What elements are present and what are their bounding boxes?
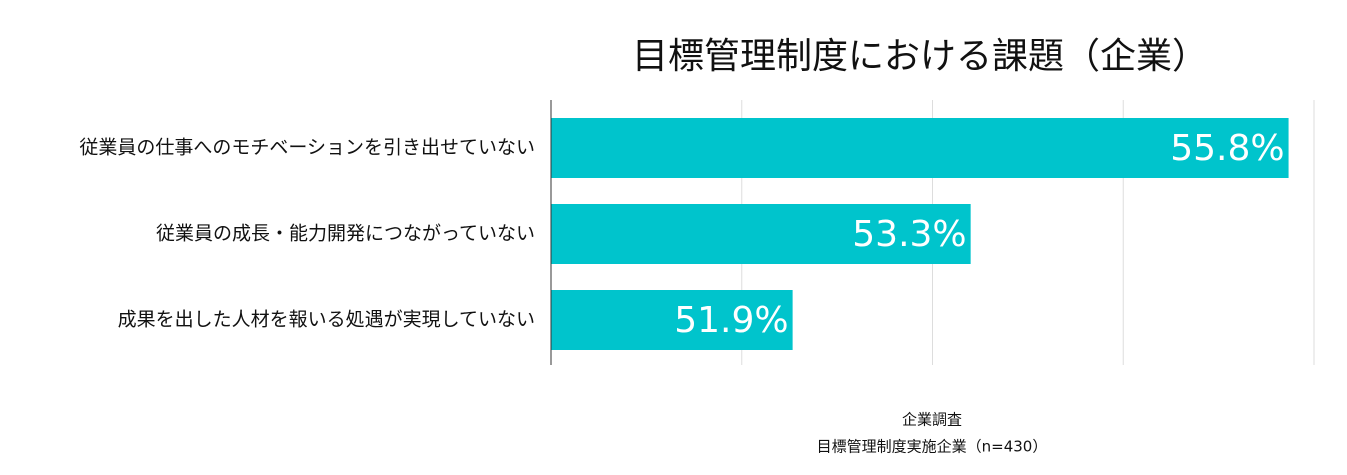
y-tick-label: 成果を出した人材を報いる処遇が実現していない (118, 309, 535, 331)
note: 企業調査 (902, 411, 962, 429)
value-label: 53.3% (852, 214, 966, 255)
value-label: 55.8% (1170, 128, 1284, 169)
y-tick-label: 従業員の仕事へのモチベーションを引き出せていない (79, 137, 535, 159)
chart-title: 目標管理制度における課題（企業） (632, 36, 1208, 77)
bar (551, 204, 971, 264)
bar (551, 290, 793, 350)
value-label: 51.9% (674, 300, 788, 341)
bar (551, 118, 1289, 178)
y-tick-label: 従業員の成長・能力開発につながっていない (156, 223, 535, 245)
note: 目標管理制度実施企業（n=430） (817, 438, 1048, 456)
